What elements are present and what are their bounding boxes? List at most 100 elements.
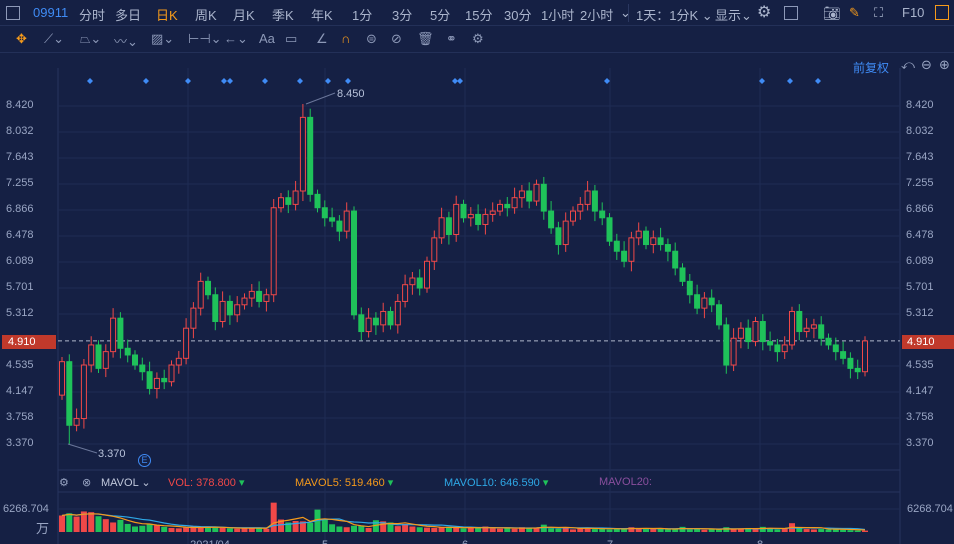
polyline-tool-icon[interactable]: ⏢⌄ — [80, 31, 102, 46]
angle-icon[interactable]: ∠ — [316, 31, 328, 46]
zoom-out-icon[interactable]: ⊖ — [921, 57, 932, 72]
mavol10-text: MAVOL10: 646.590 — [444, 477, 540, 489]
candle-body — [110, 317, 117, 353]
price-tick-r: 4.147 — [906, 384, 934, 397]
event-diamond — [452, 78, 458, 84]
volume-bar — [278, 519, 284, 532]
period-tab[interactable]: 周K — [195, 8, 217, 23]
candle-body — [372, 317, 379, 326]
comment-icon[interactable]: ▭ — [285, 31, 298, 46]
price-tick-r: 5.312 — [906, 307, 934, 320]
period-tab[interactable]: 3分 — [392, 8, 413, 23]
volume-bar — [292, 520, 299, 532]
period-tab[interactable]: 日K — [156, 8, 178, 23]
volume-bar — [716, 529, 722, 532]
volume-bar — [818, 529, 825, 532]
settings-icon[interactable]: ⚙ — [757, 4, 772, 21]
candle-body — [533, 183, 540, 202]
magnet-icon[interactable]: ∩ — [341, 31, 351, 46]
period-tab[interactable]: 2小时 — [580, 8, 614, 23]
interval-select[interactable]: 1天：1分K ⌄ — [636, 8, 713, 23]
candle-body — [124, 347, 131, 356]
candle-body — [606, 217, 613, 242]
indicator-select[interactable]: MAVOL ⌄ — [101, 477, 151, 489]
price-tick-l: 4.535 — [6, 359, 34, 372]
period-tab[interactable]: 1小时 — [541, 8, 575, 23]
price-tick-r: 7.255 — [906, 176, 934, 189]
line-tool-icon[interactable]: ⟋⌄ — [44, 31, 64, 46]
candle-body — [650, 237, 657, 246]
mavol5-text: MAVOL5: 519.460 — [295, 477, 385, 489]
display-label: 显示 — [715, 8, 742, 23]
candle-body — [146, 371, 153, 389]
period-tab[interactable]: 多日 — [115, 8, 142, 23]
candle-body — [321, 207, 328, 219]
price-tick-l: 8.420 — [6, 99, 34, 111]
volume-bar — [650, 528, 657, 532]
adjust-mode[interactable]: 前复权 — [853, 61, 890, 75]
fullscreen-icon[interactable]: ⛶ — [874, 5, 884, 20]
period-bar: 09911 分时 多日 日K 周K 月K 季K 年K 1分 3分 5分 15分 30分 1小时 2小时 ⌄ … — [0, 0, 954, 26]
fib-tool-icon[interactable]: ▨⌄ — [151, 31, 175, 46]
period-tab[interactable]: 分时 — [79, 8, 106, 23]
period-tab[interactable]: 30分 — [504, 8, 532, 23]
event-diamond — [185, 78, 191, 84]
measure-tool-icon[interactable]: ⊢⊣⌄ — [188, 31, 222, 46]
period-tab[interactable]: 年K — [311, 8, 333, 23]
interval-label: 1天：1分K — [636, 8, 699, 23]
price-tick-r: 6.866 — [906, 203, 934, 215]
volume-bar — [489, 528, 496, 532]
camera-icon[interactable]: 📷︎ — [823, 5, 841, 21]
more-periods-icon[interactable]: ⌄ — [620, 5, 631, 20]
pencil-icon[interactable]: ✎ — [849, 5, 860, 20]
candle-body — [285, 197, 292, 205]
candle-body — [139, 364, 146, 373]
period-tab[interactable]: 月K — [233, 8, 255, 23]
volume-bar — [708, 529, 715, 532]
candle-body — [394, 300, 401, 326]
zoom-in-icon[interactable]: ⊕ — [939, 57, 950, 72]
price-tick-l: 4.147 — [6, 384, 34, 397]
event-diamond — [221, 78, 227, 84]
sidebar-toggle-icon[interactable] — [6, 6, 20, 20]
candle-body — [730, 337, 737, 366]
compare-icon[interactable]: ⚭ — [446, 31, 457, 46]
period-tab[interactable]: 季K — [272, 8, 294, 23]
arrow-tool-icon[interactable]: ←⌄ — [224, 31, 248, 46]
text-tool[interactable]: Aa — [259, 31, 275, 46]
volume-bar — [73, 516, 80, 532]
display-menu[interactable]: 显示⌄ — [715, 8, 752, 23]
vol-close-icon[interactable]: ⊗ — [82, 477, 92, 489]
layout-icon[interactable] — [784, 6, 798, 20]
period-tab[interactable]: 15分 — [465, 8, 493, 23]
event-diamond — [815, 78, 821, 84]
candle-body — [540, 183, 547, 212]
f10-button[interactable]: F10 — [902, 5, 925, 20]
period-tab[interactable]: 5分 — [430, 8, 451, 23]
candle-body — [460, 203, 467, 219]
sync-icon[interactable]: ⊜ — [366, 31, 377, 46]
candle-body — [299, 116, 306, 192]
candle-body — [482, 213, 489, 225]
candle-body — [796, 310, 803, 333]
undo-icon[interactable]: ⤺ — [901, 57, 915, 72]
event-diamond — [457, 78, 463, 84]
panel-toggle-icon[interactable] — [935, 5, 949, 20]
vol-settings-icon[interactable]: ⚙ — [59, 477, 69, 489]
candle-body — [343, 210, 350, 232]
volume-bar — [796, 527, 803, 532]
wave-tool-icon[interactable]: 〰⌄ — [114, 34, 138, 49]
price-tick-l: 7.643 — [6, 151, 34, 163]
period-tab[interactable]: 1分 — [352, 8, 373, 23]
volume-bar — [482, 526, 489, 532]
event-marker[interactable]: E — [138, 454, 151, 467]
move-icon[interactable]: ✥ — [16, 31, 27, 46]
volume-bar — [139, 525, 146, 532]
symbol-code[interactable]: 09911 — [33, 5, 69, 20]
trash-icon[interactable]: 🗑︎ — [417, 31, 434, 46]
candle-body — [132, 354, 138, 366]
hide-icon[interactable]: ⊘ — [391, 31, 402, 46]
gear-icon[interactable]: ⚙ — [472, 31, 484, 46]
volume-bar — [591, 529, 598, 532]
